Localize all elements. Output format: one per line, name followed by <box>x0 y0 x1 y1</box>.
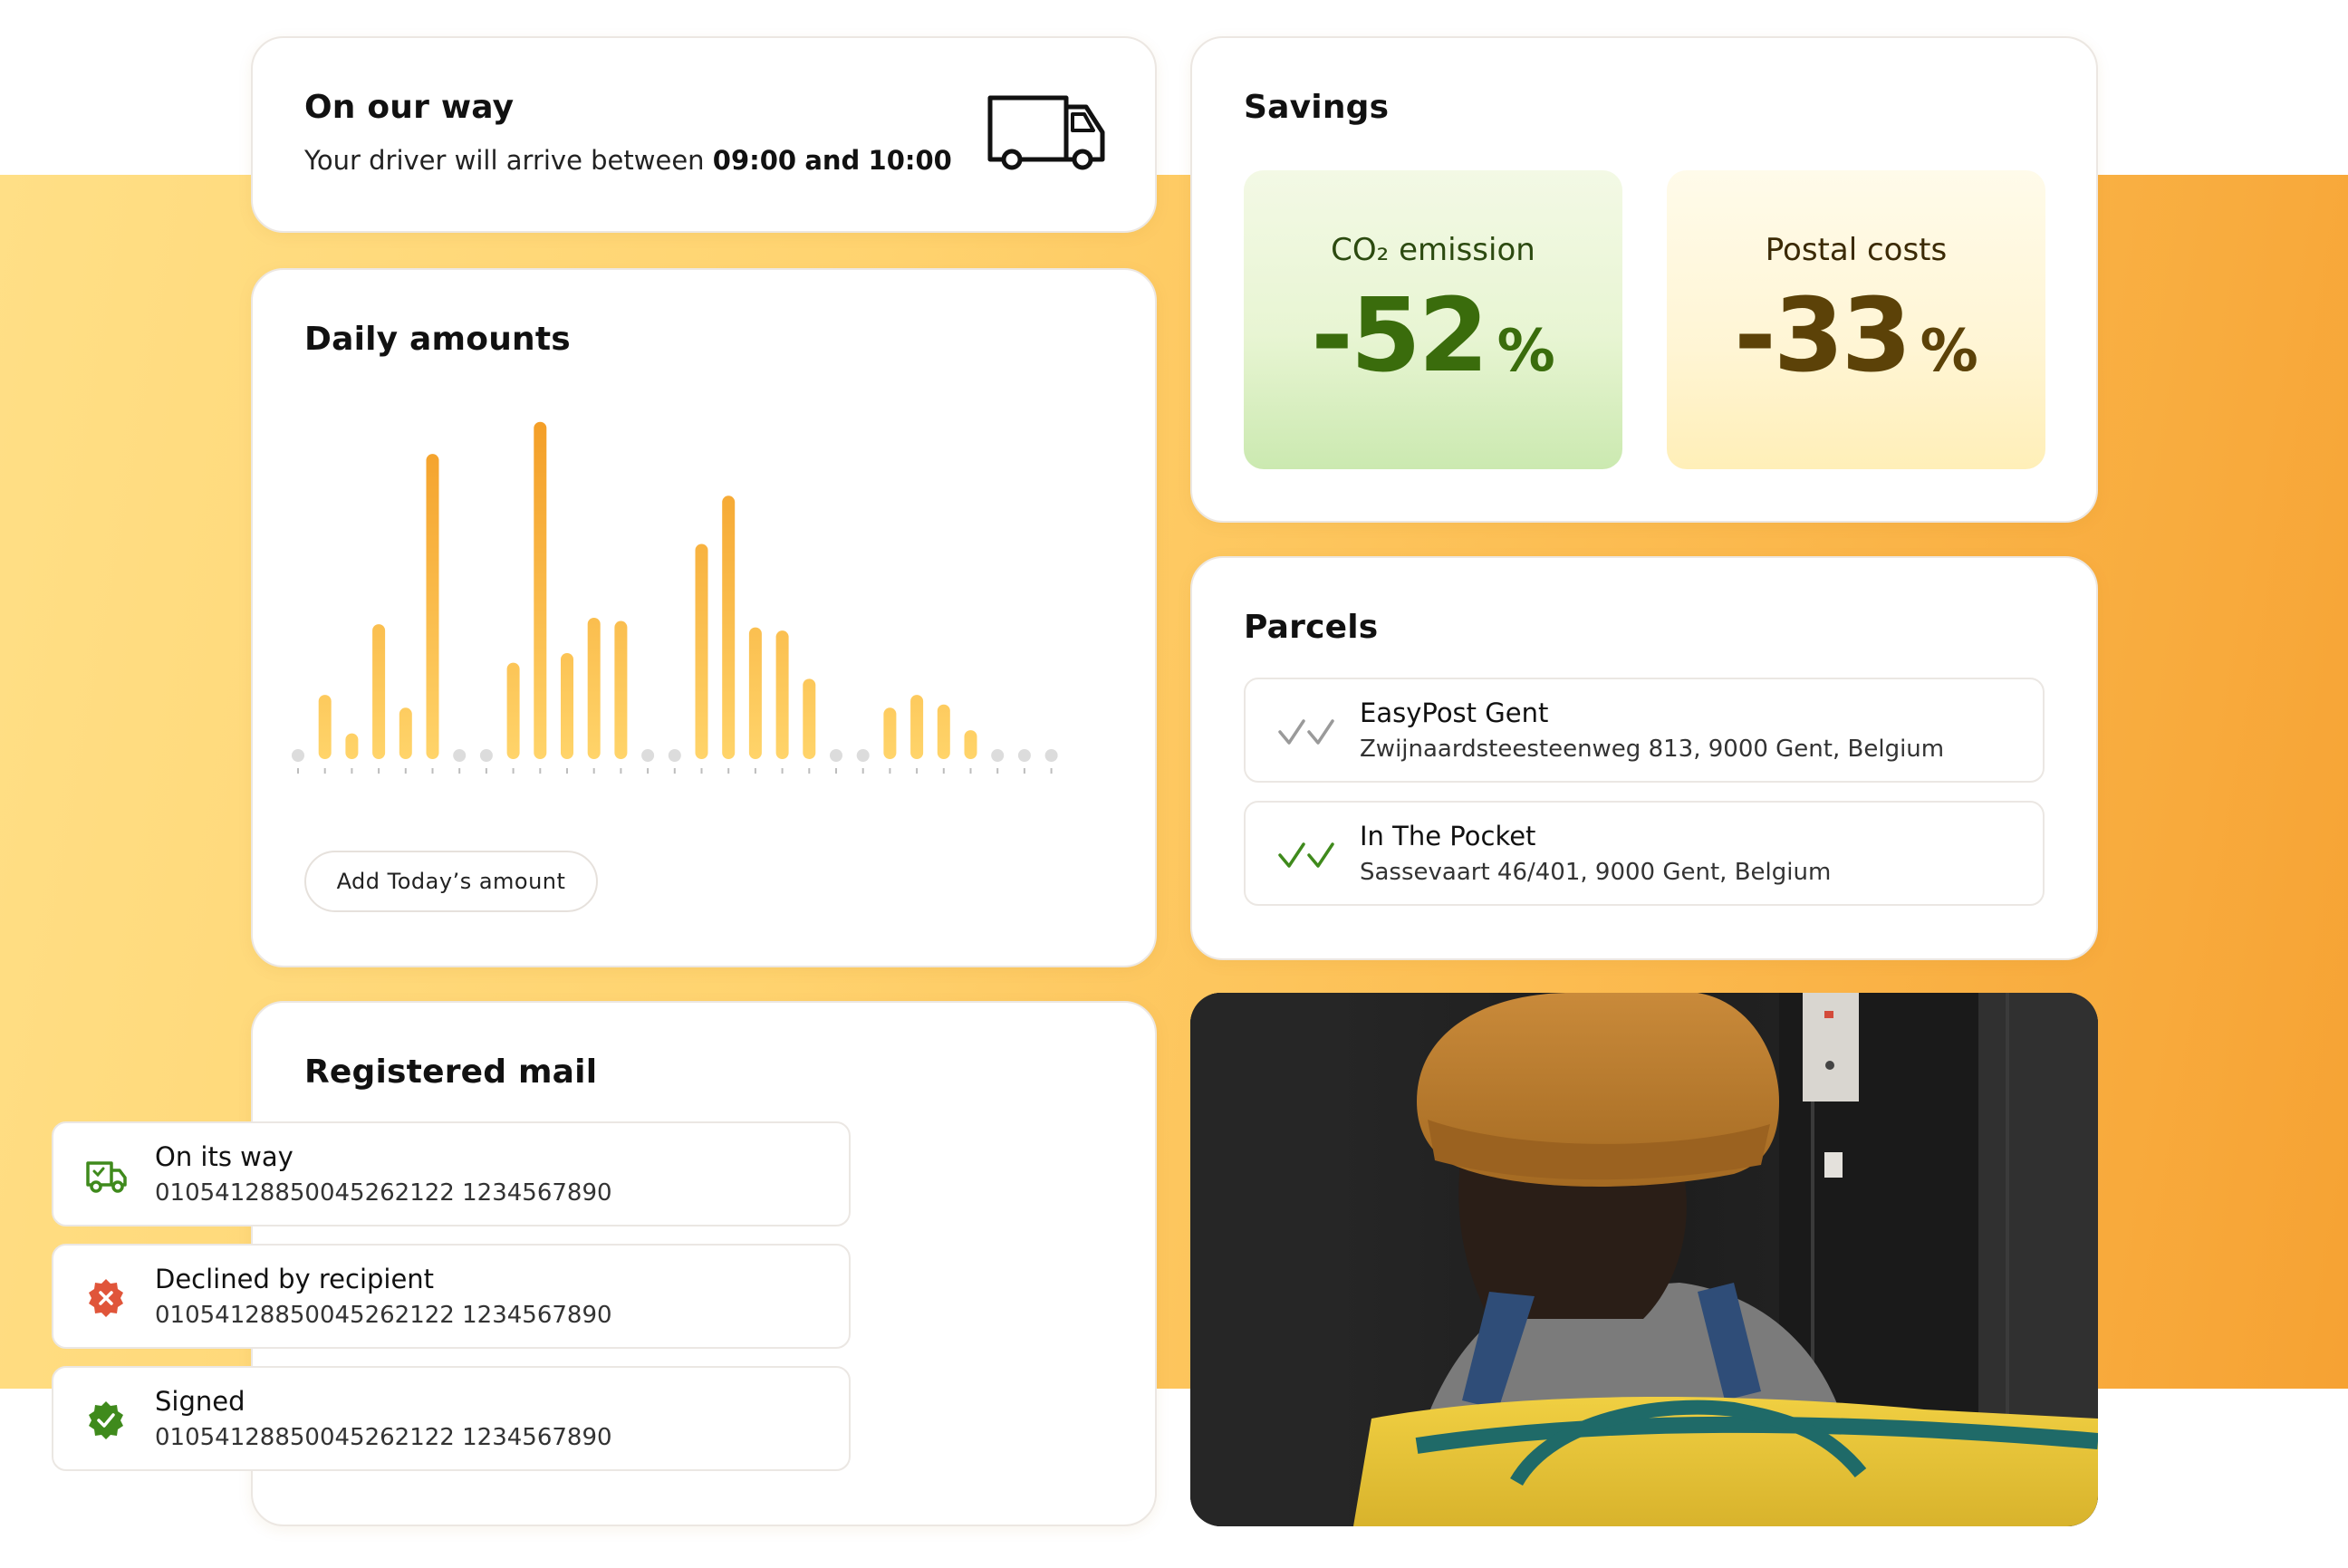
parcel-address: Zwijnaardsteesteenweg 813, 9000 Gent, Be… <box>1360 736 1945 763</box>
delivery-status-title: On our way <box>304 89 515 126</box>
postal-label: Postal costs <box>1765 232 1948 268</box>
delivery-time-and: and <box>804 145 861 176</box>
double-check-icon <box>1278 842 1334 868</box>
registered-mail-title: Registered mail <box>304 1053 598 1091</box>
co2-unit: % <box>1496 318 1555 385</box>
mail-item-signed[interactable]: Signed 01054128850045262122 1234567890 <box>52 1366 851 1471</box>
co2-savings-tile: CO₂ emission -52% <box>1244 170 1622 469</box>
chart-empty-point <box>641 749 655 762</box>
double-check-icon <box>1278 719 1334 745</box>
chart-empty-point <box>830 749 842 762</box>
mail-tracking-code: 01054128850045262122 1234567890 <box>155 1179 612 1207</box>
chart-bar <box>372 624 386 759</box>
co2-number: -52 <box>1311 277 1488 395</box>
add-todays-amount-button[interactable]: Add Today’s amount <box>304 851 598 912</box>
mail-tracking-code: 01054128850045262122 1234567890 <box>155 1302 612 1329</box>
chart-bar <box>937 704 950 759</box>
chart-bar <box>587 618 601 759</box>
chart-bar <box>399 707 412 759</box>
parcel-name: EasyPost Gent <box>1360 697 1549 728</box>
truck-icon <box>86 1161 127 1193</box>
chart-empty-point <box>668 749 681 762</box>
delivery-time-to: 10:00 <box>868 145 952 176</box>
declined-badge-icon <box>89 1279 123 1317</box>
parcel-item-in-the-pocket[interactable]: In The Pocket Sassevaart 46/401, 9000 Ge… <box>1244 801 2045 906</box>
daily-amounts-chart <box>292 421 1058 774</box>
chart-bar <box>614 620 628 759</box>
chart-bar <box>561 653 573 759</box>
chart-empty-point <box>453 749 467 762</box>
chart-bar <box>506 662 520 759</box>
parcel-address: Sassevaart 46/401, 9000 Gent, Belgium <box>1360 859 1832 886</box>
signed-badge-icon <box>89 1401 123 1439</box>
co2-label: CO₂ emission <box>1331 232 1535 268</box>
chart-bar <box>775 630 789 759</box>
postal-number: -33 <box>1734 277 1911 395</box>
daily-amounts-card: Daily amounts Add Today’s amount <box>251 268 1157 967</box>
delivery-van-icon <box>987 95 1105 170</box>
chart-empty-point <box>1044 749 1058 762</box>
parcel-name: In The Pocket <box>1360 821 1536 851</box>
co2-value: -52% <box>1244 277 1622 395</box>
daily-amounts-title: Daily amounts <box>304 321 571 358</box>
chart-bar <box>345 733 359 759</box>
chart-bar <box>318 695 332 759</box>
delivery-window-text: Your driver will arrive between 09:00 an… <box>304 145 952 176</box>
mail-status-label: Declined by recipient <box>155 1264 435 1294</box>
chart-empty-point <box>856 749 870 762</box>
savings-card: Savings CO₂ emission -52% Postal costs -… <box>1190 36 2098 523</box>
chart-empty-point <box>479 749 493 762</box>
chart-bar <box>722 495 736 759</box>
chart-bar <box>964 730 977 759</box>
delivery-time-from: 09:00 <box>712 145 797 176</box>
chart-bar <box>534 421 547 759</box>
chart-empty-point <box>292 749 304 762</box>
chart-bar <box>426 454 439 759</box>
delivery-window-prefix: Your driver will arrive between <box>304 145 705 176</box>
postal-unit: % <box>1920 318 1978 385</box>
mail-status-label: On its way <box>155 1141 294 1172</box>
postal-value: -33% <box>1667 277 2045 395</box>
chart-empty-point <box>1017 749 1031 762</box>
chart-bar <box>883 707 897 759</box>
savings-title: Savings <box>1244 89 1390 126</box>
mail-tracking-code: 01054128850045262122 1234567890 <box>155 1424 612 1451</box>
parcel-item-easypost[interactable]: EasyPost Gent Zwijnaardsteesteenweg 813,… <box>1244 678 2045 783</box>
courier-photo <box>1190 993 2098 1526</box>
chart-bar <box>748 627 762 759</box>
mail-status-label: Signed <box>155 1386 245 1417</box>
mail-item-on-its-way[interactable]: On its way 01054128850045262122 12345678… <box>52 1121 851 1227</box>
chart-empty-point <box>991 749 1005 762</box>
chart-bar <box>803 678 816 759</box>
mail-item-declined[interactable]: Declined by recipient 010541288500452621… <box>52 1244 851 1349</box>
delivery-status-card: On our way Your driver will arrive betwe… <box>251 36 1157 233</box>
postal-savings-tile: Postal costs -33% <box>1667 170 2045 469</box>
parcels-title: Parcels <box>1244 609 1379 646</box>
chart-bar <box>910 695 924 759</box>
chart-bar <box>695 544 708 759</box>
